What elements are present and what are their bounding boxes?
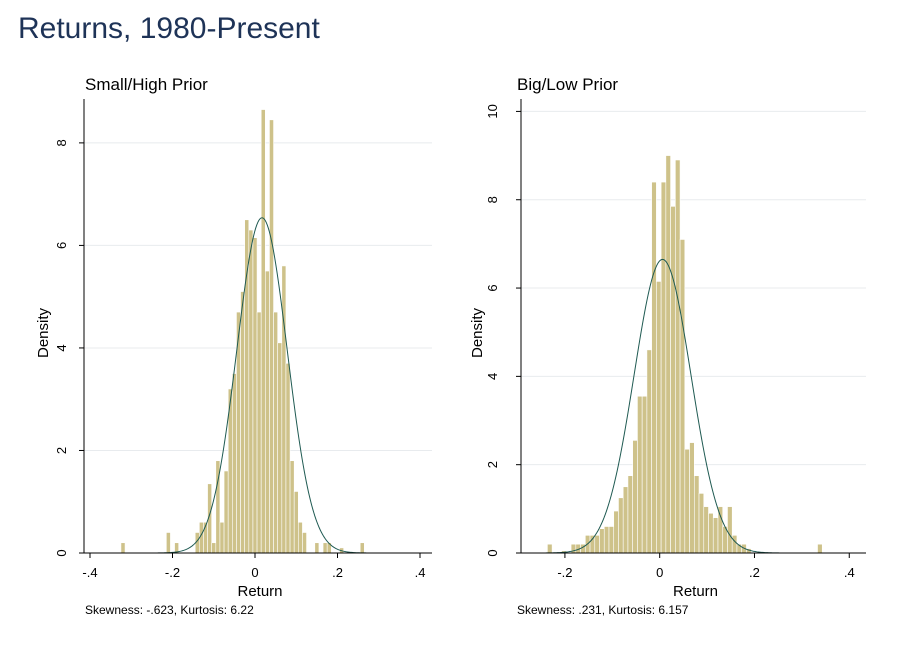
histogram-bar (660, 181, 667, 554)
histogram-bar (637, 395, 643, 554)
histogram-bar (211, 542, 217, 554)
chart-footnote: Skewness: -.623, Kurtosis: 6.22 (85, 603, 254, 617)
x-tick-label: -.4 (82, 565, 97, 580)
histogram-bar (627, 475, 633, 554)
histogram-bar (547, 543, 553, 554)
histogram-bar (646, 349, 652, 554)
chart-footnote: Skewness: .231, Kurtosis: 6.157 (517, 603, 689, 617)
histogram-bar (717, 506, 724, 554)
histogram-bar (599, 528, 605, 554)
histogram-bar (589, 535, 596, 554)
histogram-bar (298, 521, 303, 554)
y-axis-label: Density (469, 307, 486, 358)
histogram-bar (594, 535, 600, 554)
histogram-bar (240, 291, 245, 554)
chart-panel-1: 0 2 4 6 8 -.4 -.2 0 .2 .4 Return Density Small/High … (35, 75, 432, 617)
histogram-bar (675, 159, 681, 554)
histogram-bar (273, 311, 278, 554)
histogram-bar (613, 510, 619, 554)
histogram-bar (359, 542, 365, 554)
histogram-bar (632, 440, 638, 554)
normal-density-curve (543, 258, 782, 554)
x-axis-label: Return (673, 583, 718, 600)
histogram-bar (219, 521, 225, 554)
histogram-bar (302, 532, 307, 554)
page-title: Returns, 1980-Present (18, 12, 320, 45)
histogram-bar (244, 219, 250, 554)
histogram-bar (651, 181, 657, 554)
x-tick-label: .2 (749, 565, 760, 580)
histogram-bar (293, 491, 299, 554)
chart-title: Small/High Prior (85, 75, 208, 94)
chart-title: Big/Low Prior (517, 75, 618, 94)
y-tick-label: 4 (485, 373, 500, 380)
y-tick-label: 0 (54, 549, 69, 556)
histogram-bar (248, 229, 254, 554)
x-axis-label: Return (237, 583, 282, 600)
y-tick-label: 0 (485, 549, 500, 556)
x-tick-label: -.2 (165, 565, 180, 580)
histogram-bar (252, 237, 258, 554)
histogram-bar (684, 448, 690, 554)
x-tick-label: .4 (844, 565, 855, 580)
histogram-bar (603, 526, 610, 554)
y-tick-label: 6 (54, 242, 69, 249)
histogram-bar (223, 470, 229, 554)
y-tick-label: 2 (485, 461, 500, 468)
histogram-bar (693, 475, 700, 554)
histogram-bar (256, 311, 262, 554)
x-tick-label: .2 (332, 565, 343, 580)
histogram-bar (817, 543, 823, 554)
y-tick-label: 8 (485, 196, 500, 203)
histogram-bar (708, 512, 714, 554)
histogram-bar (703, 506, 709, 554)
y-axis-label: Density (35, 307, 52, 358)
histogram-bar (608, 526, 615, 554)
histogram-bar (698, 493, 705, 554)
histogram-bar (727, 506, 733, 554)
histogram-bar (322, 542, 328, 554)
histogram-bar (289, 460, 295, 554)
x-tick-label: 0 (656, 565, 663, 580)
y-tick-label: 8 (54, 139, 69, 146)
histogram-bar (689, 442, 695, 554)
histogram-bar (731, 535, 738, 554)
histogram-bar (285, 363, 291, 554)
histogram-bar (265, 270, 270, 554)
histogram-bar (670, 206, 676, 554)
normal-density-curve (156, 217, 368, 554)
histogram-bar (269, 119, 274, 554)
histogram-bar (679, 239, 686, 554)
histogram-bar (656, 281, 662, 554)
histogram-bar (166, 532, 171, 554)
histogram-bar (618, 497, 624, 554)
histogram-bar (665, 155, 671, 554)
x-tick-label: -.2 (557, 565, 572, 580)
histogram-bar (260, 109, 266, 554)
y-tick-label: 4 (54, 344, 69, 351)
x-tick-label: 0 (251, 565, 258, 580)
histogram-bar (120, 542, 126, 554)
histogram-bar (277, 342, 283, 554)
x-tick-label: .4 (415, 565, 426, 580)
histogram-bar (232, 373, 237, 554)
y-tick-label: 2 (54, 447, 69, 454)
chart-panel-2: 0 2 4 6 8 10 -.2 0 .2 .4 Return Density Big/Low Prio… (469, 75, 866, 617)
histogram-bar (712, 517, 719, 554)
histogram-bar (314, 542, 320, 554)
histogram-bar (622, 486, 629, 554)
y-tick-label: 6 (485, 284, 500, 291)
histogram-bar (641, 395, 648, 554)
y-tick-label: 10 (485, 104, 500, 118)
